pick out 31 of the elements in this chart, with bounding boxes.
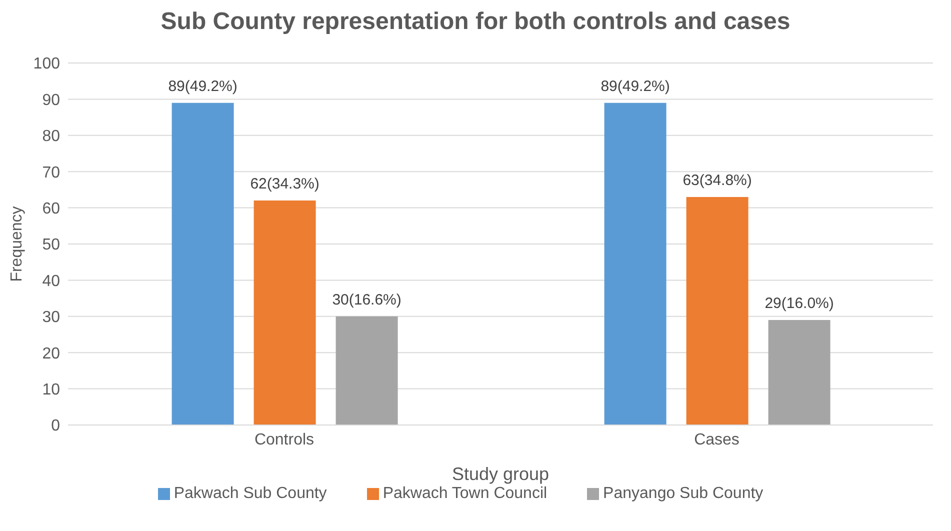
- data-label: 63(34.8%): [682, 172, 752, 189]
- data-label: 89(49.2%): [600, 78, 670, 95]
- y-tick-label: 70: [42, 164, 60, 182]
- x-tick-label: Cases: [694, 431, 740, 448]
- y-tick-label: 90: [42, 92, 60, 109]
- data-label: 29(16.0%): [764, 295, 834, 312]
- bar: [336, 316, 398, 425]
- legend-label: Pakwach Sub County: [174, 485, 327, 502]
- data-label: 30(16.6%): [332, 291, 402, 308]
- y-tick-label: 20: [42, 345, 60, 362]
- y-tick-label: 0: [51, 418, 60, 435]
- bar: [768, 320, 830, 425]
- data-label: 62(34.3%): [250, 176, 320, 193]
- y-tick-label: 100: [33, 56, 60, 73]
- bar: [254, 200, 316, 425]
- bar: [686, 196, 748, 425]
- x-tick-label: Controls: [254, 431, 314, 448]
- bar: [604, 102, 666, 425]
- y-tick-label: 40: [42, 272, 60, 290]
- legend-label: Panyango Sub County: [603, 485, 764, 502]
- y-tick-label: 80: [42, 128, 60, 146]
- legend-label: Pakwach Town Council: [382, 485, 548, 502]
- y-tick-label: 60: [42, 200, 60, 218]
- bar: [172, 102, 234, 425]
- data-label: 89(49.2%): [168, 78, 238, 95]
- y-tick-label: 50: [42, 236, 60, 254]
- y-axis-title: Frequency: [8, 206, 26, 282]
- y-tick-label: 10: [42, 381, 60, 398]
- x-axis-title: Study group: [452, 464, 550, 484]
- chart-title: Sub County representation for both controls and cases: [160, 8, 792, 37]
- y-tick-label: 30: [42, 309, 60, 326]
